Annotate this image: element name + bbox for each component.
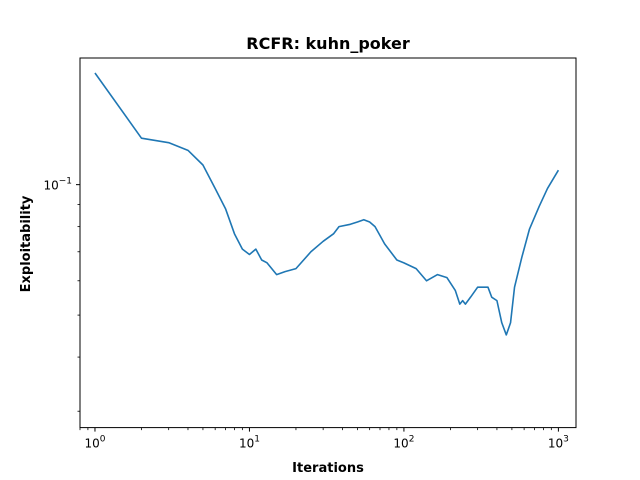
x-axis-label: Iterations bbox=[292, 461, 364, 476]
chart-title: RCFR: kuhn_poker bbox=[246, 34, 410, 53]
series-line-1 bbox=[94, 72, 560, 336]
axes-frame bbox=[79, 57, 577, 429]
y-axis-label: Exploitability bbox=[19, 195, 34, 292]
plot-area bbox=[94, 72, 560, 336]
